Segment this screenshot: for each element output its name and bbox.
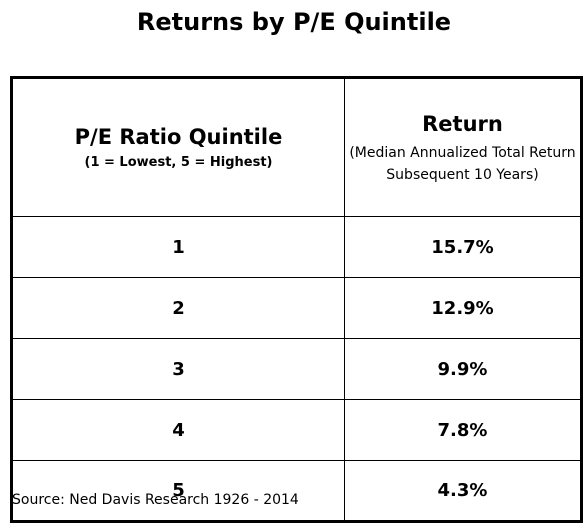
return-column-header: Return (Median Annualized Total Return S… [344,77,582,217]
return-cell: 7.8% [344,399,582,461]
quintile-cell: 2 [11,277,345,339]
quintile-cell: 5 [11,460,345,522]
returns-table: P/E Ratio Quintile (1 = Lowest, 5 = High… [10,76,583,523]
table-row: 5 4.3% [11,460,582,522]
table-header-row: P/E Ratio Quintile (1 = Lowest, 5 = High… [11,77,582,217]
quintile-column-title: P/E Ratio Quintile [74,124,283,149]
page-title: Returns by P/E Quintile [136,8,452,36]
table-row: 1 15.7% [11,216,582,278]
quintile-cell: 3 [11,338,345,400]
return-cell: 12.9% [344,277,582,339]
return-cell: 4.3% [344,460,582,522]
table-row: 2 12.9% [11,277,582,339]
table-row: 4 7.8% [11,399,582,461]
return-cell: 9.9% [344,338,582,400]
return-cell: 15.7% [344,216,582,278]
quintile-cell: 1 [11,216,345,278]
quintile-column-subtitle: (1 = Lowest, 5 = Highest) [84,154,273,170]
table-row: 3 9.9% [11,338,582,400]
source-note: Source: Ned Davis Research 1926 - 2014 [12,492,299,508]
return-column-title: Return [422,111,503,136]
quintile-cell: 4 [11,399,345,461]
return-column-subtitle: (Median Annualized Total Return Subseque… [349,144,576,183]
quintile-column-header: P/E Ratio Quintile (1 = Lowest, 5 = High… [11,77,345,217]
